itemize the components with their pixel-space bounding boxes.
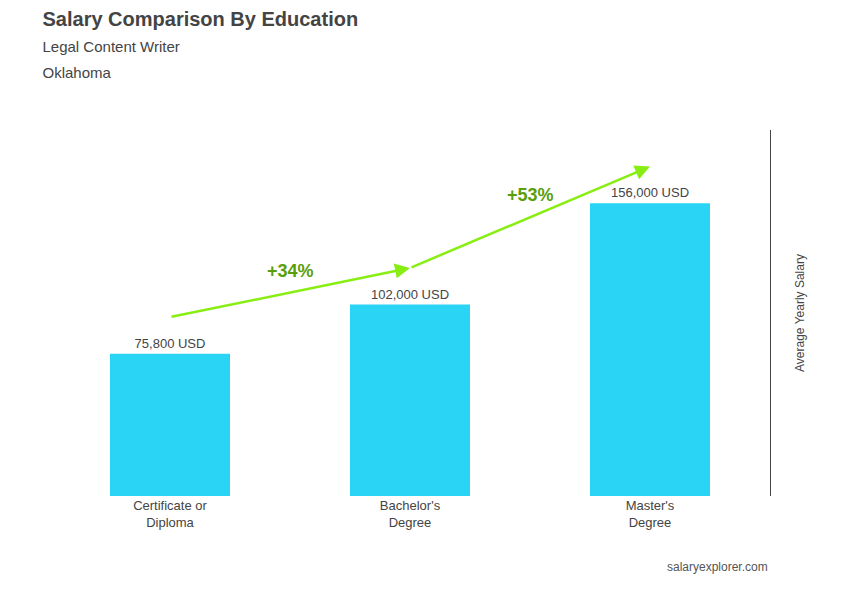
svg-text:102,000 USD: 102,000 USD: [371, 287, 449, 302]
svg-text:Average Yearly Salary: Average Yearly Salary: [793, 254, 807, 372]
svg-text:Master'sDegree: Master'sDegree: [626, 498, 675, 530]
svg-text:75,800 USD: 75,800 USD: [135, 336, 206, 351]
svg-text:Salary Comparison By Education: Salary Comparison By EducationLegal Cont…: [43, 8, 359, 81]
svg-text:salaryexplorer.com: salaryexplorer.com: [667, 560, 768, 574]
svg-text:Bachelor'sDegree: Bachelor'sDegree: [380, 498, 441, 530]
svg-text:Certificate orDiploma: Certificate orDiploma: [133, 498, 207, 530]
svg-text:+53%: +53%: [507, 185, 554, 205]
svg-text:+34%: +34%: [267, 261, 314, 281]
svg-text:156,000 USD: 156,000 USD: [611, 185, 689, 200]
